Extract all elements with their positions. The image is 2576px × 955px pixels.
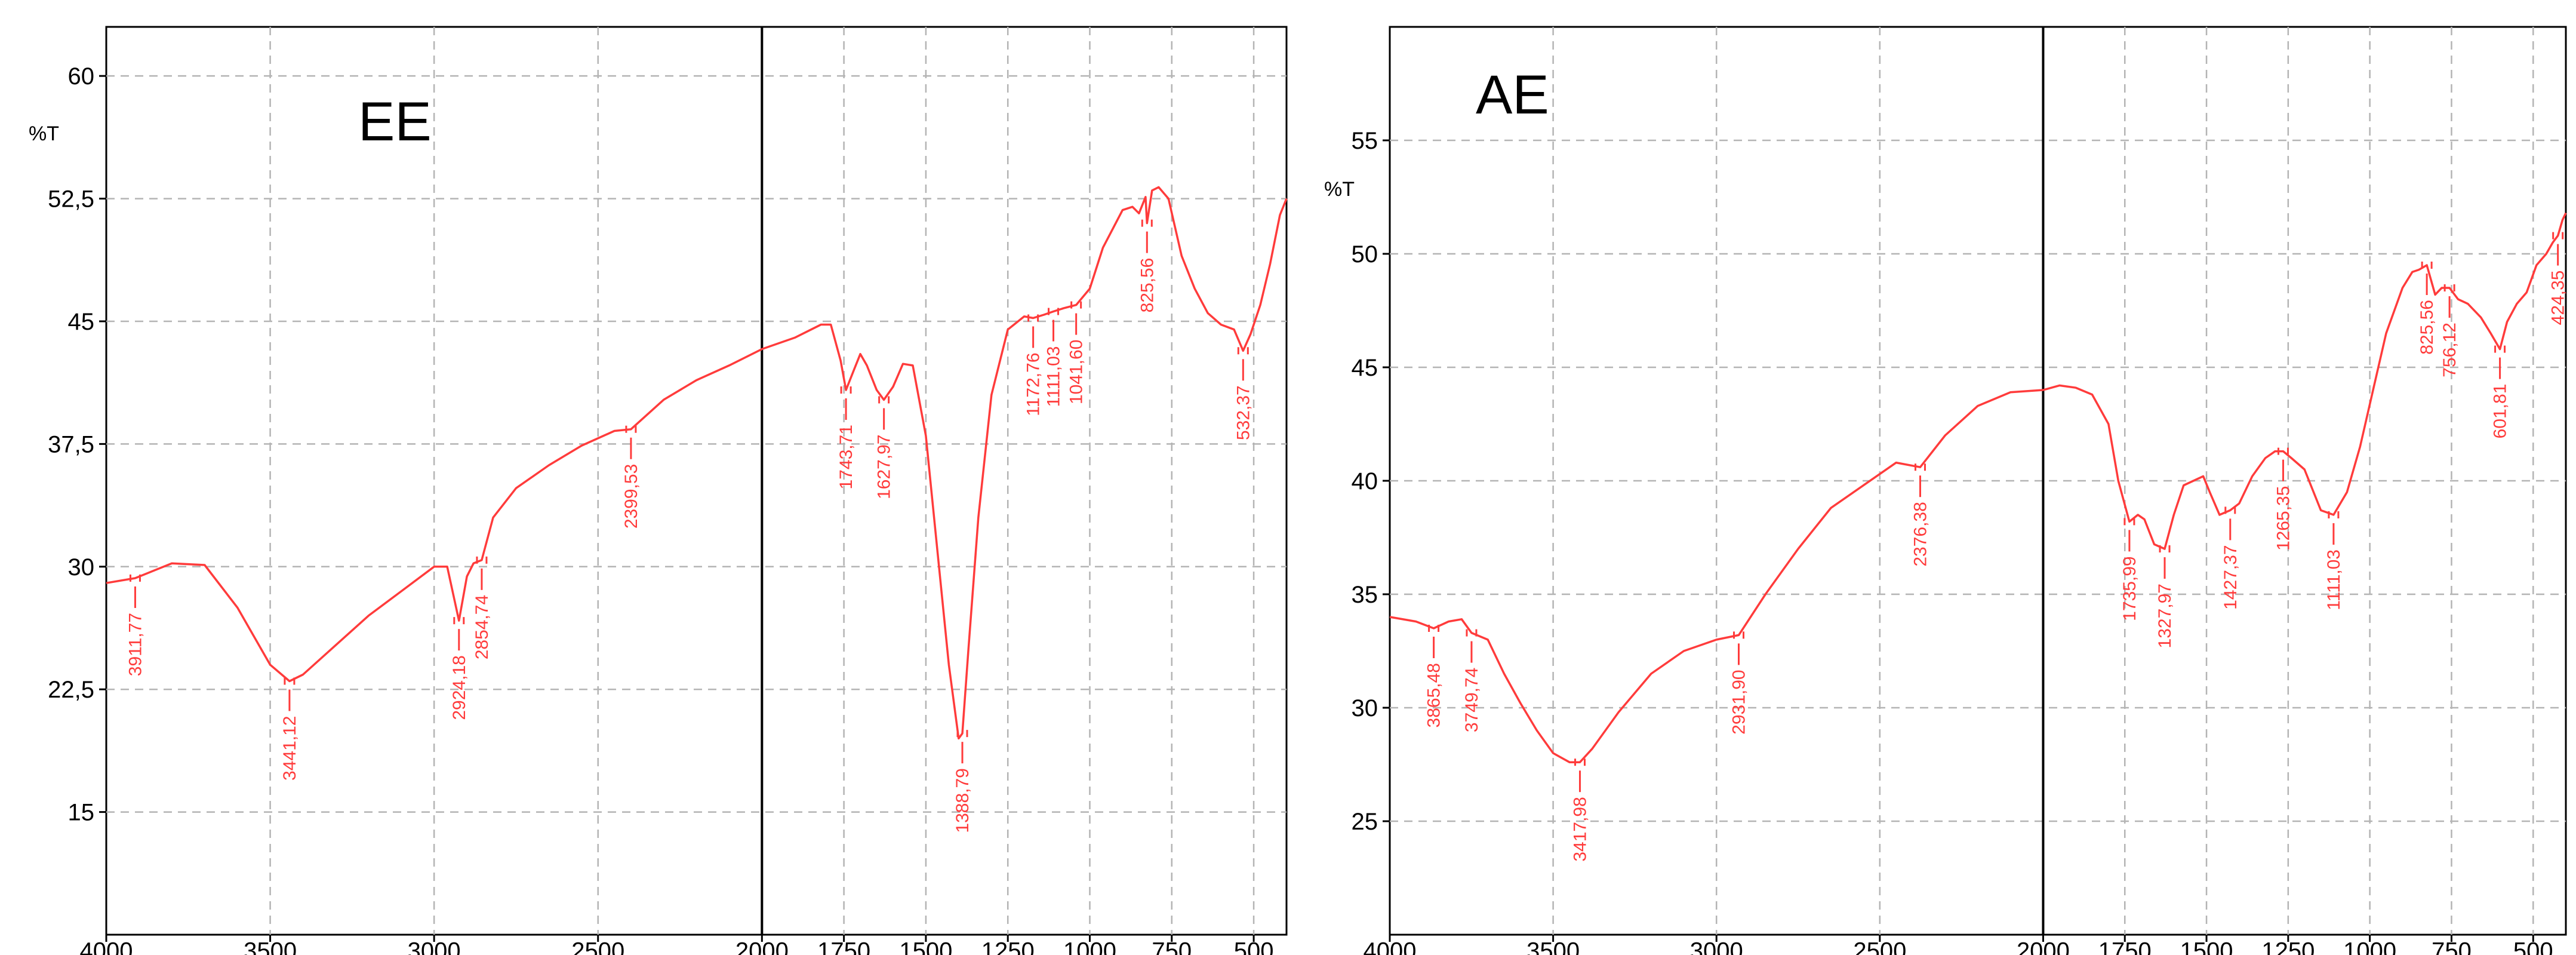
- ae-xtick-label: 1000: [2343, 938, 2396, 955]
- ee-peak-label: 2924,18: [450, 655, 469, 720]
- ee-xtick-label: 3500: [244, 938, 297, 955]
- ee-xtick-label: 3000: [408, 938, 461, 955]
- ae-ytick-label: 45: [1352, 355, 1378, 381]
- ae-peak-label: 3865,48: [1424, 663, 1444, 727]
- ae-ylabel: %T: [1324, 178, 1355, 201]
- ae-peak-label: 424,35: [2549, 271, 2568, 326]
- ae-xtick-label: 3000: [1690, 938, 1743, 955]
- ee-peak-label: 1111,03: [1044, 346, 1064, 407]
- ee-peak-label: 1041,60: [1067, 340, 1087, 404]
- ee-ytick-label: 52,5: [48, 186, 94, 213]
- ae-transmittance-trace: [1389, 212, 2567, 763]
- ae-peak-label: 1427,37: [2221, 545, 2240, 609]
- ee-ytick-label: 45: [68, 309, 95, 335]
- ae-peak-label: 1735,99: [2120, 556, 2140, 621]
- ae-ytick-label: 35: [1352, 582, 1378, 608]
- ee-xtick-label: 4000: [80, 938, 133, 955]
- ae-xtick-label: 500: [2513, 938, 2553, 955]
- ee-peak-label: 3911,77: [125, 613, 145, 676]
- ee-peak-label: 1743,71: [836, 425, 856, 489]
- ee-ytick-label: 30: [68, 554, 95, 581]
- ae-spectrum-panel: 55 50 45 40 35 30 25 4000 3500 3000 2500 2000 1750 15…: [1289, 0, 2576, 955]
- ae-ytick-label: 50: [1352, 241, 1378, 268]
- ee-peak-label: 3441,12: [280, 716, 300, 780]
- ae-xtick-label: 2500: [1853, 938, 1906, 955]
- ae-xtick-label: 2000: [2017, 938, 2070, 955]
- ee-ytick-label: 37,5: [48, 431, 94, 457]
- ee-xtick-label: 750: [1152, 938, 1192, 955]
- ae-peak-label: 1111,03: [2324, 549, 2344, 610]
- ae-spectrum-chart: 55 50 45 40 35 30 25 4000 3500 3000 2500 2000 1750 15…: [1324, 26, 2568, 955]
- ae-peak-label: 2376,38: [1910, 502, 1930, 566]
- ae-peak-label: 1265,35: [2273, 486, 2293, 551]
- ae-peak-label: 3749,74: [1462, 668, 1482, 732]
- ee-plot-area: [105, 26, 1288, 936]
- ee-xtick-label: 2000: [735, 938, 789, 955]
- ee-xtick-label: 1500: [899, 938, 952, 955]
- ee-peak-label: 1388,79: [953, 768, 972, 833]
- ee-spectrum-panel: 60 52,5 45 37,5 30 22,5 15 4000 3500 3000 2500 2000…: [29, 26, 1288, 955]
- ee-peak-label: 2854,74: [472, 595, 492, 659]
- ae-peak-label: 756,12: [2440, 323, 2460, 377]
- ae-xtick-label: 3500: [1526, 938, 1580, 955]
- ee-peak-label: 1627,97: [875, 434, 894, 499]
- ae-peak-label: 1327,97: [2155, 584, 2175, 648]
- ae-ytick-label: 40: [1352, 468, 1378, 495]
- ee-xtick-label: 1750: [817, 938, 870, 955]
- ee-transmittance-trace: [106, 186, 1288, 740]
- ee-ytick-label: 60: [68, 63, 95, 90]
- ae-xtick-label: 1250: [2261, 938, 2315, 955]
- ae-xtick-label: 750: [2432, 938, 2472, 955]
- ae-peak-label: 3417,98: [1570, 797, 1590, 861]
- ee-xtick-label: 1250: [981, 938, 1035, 955]
- ae-peak-label: 601,81: [2491, 384, 2510, 439]
- ee-xtick-label: 2500: [571, 938, 624, 955]
- ae-xtick-label: 1750: [2098, 938, 2152, 955]
- ae-ytick-label: 30: [1352, 695, 1378, 721]
- ae-xtick-label: 1500: [2180, 938, 2233, 955]
- ee-xtick-label: 500: [1234, 938, 1274, 955]
- ee-ytick-label: 22,5: [48, 677, 94, 703]
- ee-ylabel: %T: [29, 122, 59, 145]
- ee-peak-label: 1172,76: [1024, 352, 1044, 416]
- ee-ytick-label: 15: [68, 800, 95, 826]
- ee-spectrum-chart: 60 52,5 45 37,5 30 22,5 15 4000 3500 3000 2500 2000…: [29, 26, 1288, 955]
- ae-ytick-label: 25: [1352, 809, 1378, 835]
- ae-xtick-label: 4000: [1364, 938, 1417, 955]
- ee-chart-title: EE: [358, 91, 432, 152]
- ae-ytick-label: 55: [1352, 128, 1378, 154]
- ee-peak-label: 532,37: [1233, 385, 1253, 440]
- ae-peak-label: 2931,90: [1729, 670, 1749, 734]
- ee-xtick-label: 1000: [1063, 938, 1116, 955]
- ee-peak-label: 2399,53: [621, 464, 641, 529]
- ae-chart-title: AE: [1476, 65, 1549, 125]
- ee-peak-label: 825,56: [1137, 258, 1157, 313]
- ae-peak-label: 825,56: [2417, 300, 2437, 355]
